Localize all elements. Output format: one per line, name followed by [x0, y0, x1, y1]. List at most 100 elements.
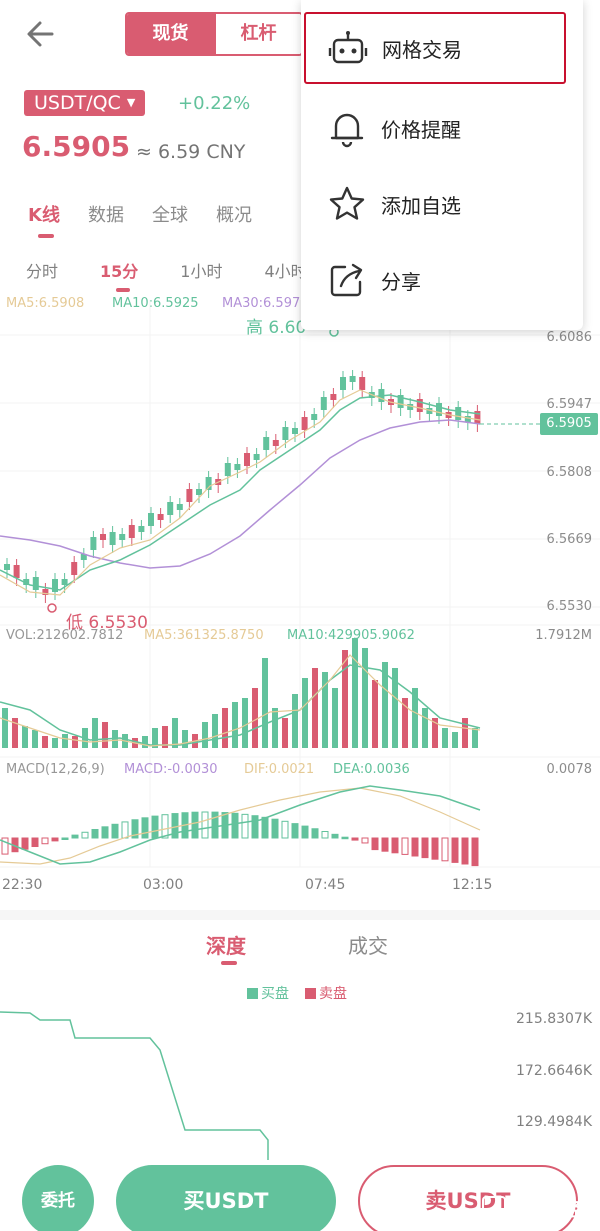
volume-bar [202, 722, 208, 748]
volume-bar [252, 688, 258, 748]
macd-bar [371, 837, 379, 851]
sell-button[interactable]: 卖USDT [358, 1165, 578, 1231]
tab-trades[interactable]: 成交 [348, 934, 388, 958]
macd-bar [131, 819, 139, 839]
volume-bar [442, 728, 448, 748]
menu-label: 网格交易 [382, 37, 462, 62]
macd-bar [241, 813, 249, 839]
menu-item-price-alert[interactable]: 价格提醒 [301, 90, 583, 166]
candle-body [397, 395, 404, 408]
candle-body [100, 534, 106, 540]
price-tick: 6.5808 [546, 465, 593, 480]
volume-bar [272, 708, 278, 748]
candle-body [138, 526, 145, 532]
macd-bar [411, 837, 419, 857]
pair-selector[interactable]: USDT/QC ▼ [24, 90, 146, 116]
volume-bar [422, 708, 428, 748]
volume-bar [162, 726, 168, 748]
candle-body [311, 414, 318, 420]
tab-kline[interactable]: K线 [28, 205, 60, 226]
volume-bar [472, 728, 478, 748]
macd-bar [351, 837, 359, 841]
candle-body [23, 579, 30, 585]
macd-bar [361, 837, 369, 844]
tab-margin[interactable]: 杠杆 [214, 14, 301, 54]
macd-value: MACD:-0.0030 [124, 762, 218, 777]
volume-bar [412, 688, 418, 748]
ma30-line [0, 419, 481, 569]
candle-body [167, 502, 174, 515]
volume-bar [292, 694, 298, 748]
macd-bar [321, 830, 329, 839]
tab-overview[interactable]: 概况 [215, 205, 252, 226]
candle-body [436, 403, 442, 416]
tab-depth[interactable]: 深度 [206, 934, 246, 958]
candle-body [148, 513, 154, 526]
candle-body [157, 514, 164, 520]
share-icon [330, 263, 363, 297]
vol-ma10-line [0, 664, 481, 746]
macd-bar [141, 817, 149, 839]
menu-item-add-favorite[interactable]: 添加自选 [301, 166, 583, 242]
macd-bar [281, 820, 289, 839]
candles [4, 370, 481, 603]
more-menu: 网格交易 价格提醒 添加自选 分享 [301, 0, 583, 330]
legend-buy: 买盘 [247, 983, 289, 1003]
tab-global[interactable]: 全球 [151, 205, 188, 226]
macd-bar [331, 833, 339, 839]
volume-bar [222, 708, 228, 748]
macd-bar [471, 837, 479, 867]
menu-item-grid-trading[interactable]: 网格交易 [304, 12, 566, 84]
volume-bars [2, 638, 478, 748]
star-icon [329, 186, 365, 220]
volume-bar [432, 718, 438, 748]
candle-body [244, 453, 250, 466]
price-change: +0.22% [178, 93, 251, 114]
depth-tick: 172.6646K [516, 1063, 592, 1079]
approx-sign: ≈ [136, 141, 152, 163]
low-marker: 低 6.5530 [66, 613, 148, 633]
macd-bar [191, 811, 199, 839]
candle-body [426, 408, 433, 414]
vol-label: VOL:212602.7812 [6, 628, 124, 643]
candle-body [474, 411, 481, 424]
volume-bar [152, 728, 158, 748]
tab-spot[interactable]: 现货 [127, 14, 214, 54]
macd-bar [231, 812, 239, 839]
buy-button[interactable]: 买USDT [116, 1165, 336, 1231]
macd-title: MACD(12,26,9) [6, 762, 105, 777]
candle-body [272, 440, 279, 446]
macd-bar [271, 818, 279, 839]
price-tick: 6.5947 [546, 397, 593, 412]
vol-max-label: 1.7912M [535, 628, 592, 643]
main-tabs: K线 数据 全球 概况 [28, 201, 252, 227]
macd-bar [81, 831, 89, 839]
candle-body [42, 589, 49, 595]
macd-bar [61, 837, 69, 840]
period-1h[interactable]: 1小时 [180, 262, 223, 281]
back-arrow-icon[interactable] [22, 14, 62, 54]
orders-button[interactable]: 委托 [22, 1165, 94, 1231]
volume-bar [232, 702, 238, 748]
volume-bar [462, 718, 468, 748]
time-tick: 07:45 [305, 877, 346, 893]
volume-bar [72, 736, 78, 748]
kline-chart[interactable] [0, 240, 600, 910]
macd-bar [421, 837, 429, 859]
macd-histogram [1, 811, 479, 867]
period-timeline[interactable]: 分时 [26, 262, 59, 281]
tab-data[interactable]: 数据 [87, 205, 124, 226]
candle-body [416, 399, 423, 412]
period-15m[interactable]: 15分 [100, 262, 139, 281]
macd-bar [171, 813, 179, 839]
volume-bar [182, 730, 188, 748]
candle-body [349, 376, 356, 382]
volume-bar [12, 718, 18, 748]
volume-bar [402, 698, 408, 748]
volume-bar [22, 726, 28, 748]
period-4h[interactable]: 4小时 [264, 262, 307, 281]
ma30-label: MA30:6.597 [222, 296, 301, 311]
macd-bar [381, 837, 389, 852]
menu-item-share[interactable]: 分享 [301, 242, 583, 318]
ma10-label: MA10:6.5925 [112, 296, 199, 311]
